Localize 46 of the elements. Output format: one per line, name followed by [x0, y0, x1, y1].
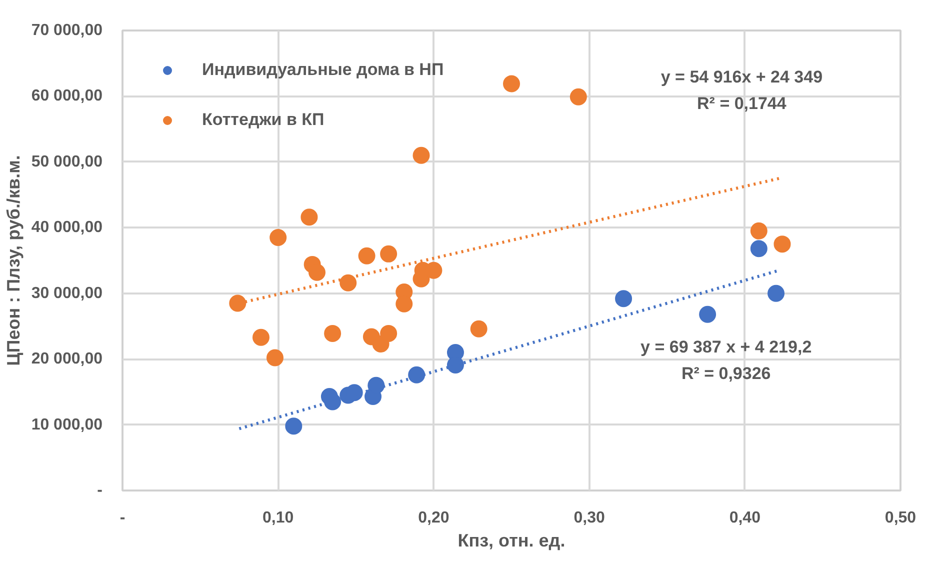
x-axis-title: Кпз, отн. ед. — [458, 530, 566, 550]
y-tick-label: 70 000,00 — [31, 22, 103, 39]
point — [300, 208, 318, 226]
point — [270, 229, 287, 246]
x-tick-label: 0,50 — [884, 510, 916, 526]
point — [285, 418, 302, 435]
point — [750, 240, 768, 258]
point — [324, 324, 342, 342]
point — [229, 294, 246, 312]
point — [408, 366, 426, 384]
point — [252, 328, 270, 346]
y-axis-title: ЦПеон : Плзу, руб./кв.м. — [3, 155, 24, 366]
y-tick-label: 30 000,00 — [31, 284, 103, 302]
point — [750, 222, 768, 240]
point — [266, 349, 284, 366]
point — [699, 306, 716, 323]
x-tick-label: 0,20 — [418, 510, 450, 526]
legend-label: Коттеджи в КП — [202, 110, 324, 130]
point — [615, 290, 632, 308]
y-tick-label: 40 000,00 — [31, 219, 103, 236]
x-tick-label: 0,30 — [574, 510, 605, 526]
x-tick-label: 0,40 — [729, 510, 761, 526]
point — [412, 146, 430, 164]
point — [774, 236, 791, 253]
point — [358, 247, 376, 264]
x-tick-label: - — [120, 510, 126, 526]
annotation: y = 69 387 x + 4 219,2 R² = 0,9326 — [640, 337, 812, 383]
y-tick-label: - — [97, 482, 102, 499]
point — [308, 264, 326, 281]
point — [446, 356, 464, 374]
point — [324, 393, 342, 410]
point — [570, 88, 587, 106]
legend-label: Индивидуальные дома в НП — [202, 60, 444, 80]
point — [768, 284, 785, 302]
point — [380, 245, 398, 262]
y-tick-label: 20 000,00 — [31, 350, 103, 368]
point — [368, 376, 385, 394]
y-tick-label: 50 000,00 — [31, 153, 103, 170]
point — [340, 274, 357, 292]
point — [380, 324, 398, 342]
x-tick-label: 0,10 — [262, 510, 294, 526]
y-tick-label: 60 000,00 — [31, 88, 103, 105]
point — [470, 320, 488, 338]
y-tick-label: 10 000,00 — [31, 416, 103, 434]
point — [503, 75, 520, 92]
annotation: y = 54 916x + 24 349 R² = 0,1744 — [660, 68, 823, 114]
